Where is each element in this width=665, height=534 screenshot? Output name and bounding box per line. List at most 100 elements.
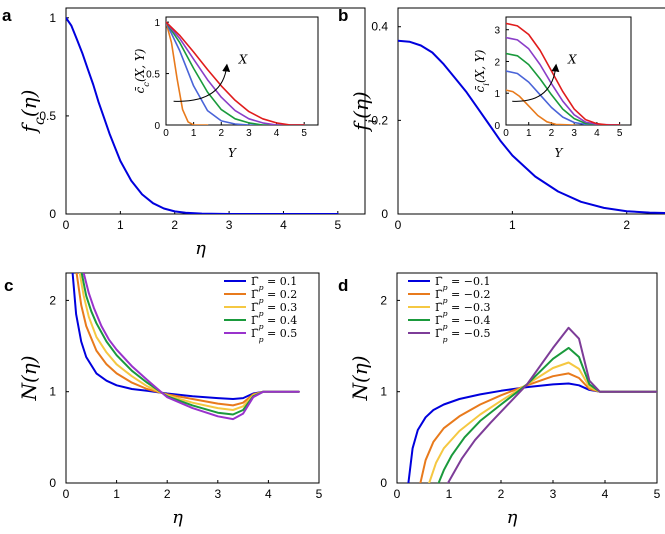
x-tick-label: 3 [226, 218, 233, 232]
legend-entry: Γ̄p = −0.5 [435, 327, 490, 344]
x-tick-label: 2 [498, 487, 505, 501]
series-line [447, 326, 657, 483]
x-tick-label: 0 [503, 128, 509, 139]
direction-arrow [173, 63, 231, 102]
x-tick-label: 0 [63, 218, 70, 232]
x-tick-label: 2 [623, 218, 630, 232]
y-tick-label: 0.5 [146, 70, 160, 81]
x-tick-label: 3 [246, 128, 252, 139]
x-tick-label: 5 [654, 487, 661, 501]
y-tick-label: 3 [494, 26, 500, 37]
y-tick-label: 0.4 [371, 20, 388, 34]
legend-entry: Γ̄p = 0.5 [251, 327, 297, 344]
y-tick-label: 0 [49, 476, 56, 490]
y-axis-label: N(η) [17, 355, 41, 401]
x-tick-label: 3 [550, 487, 557, 501]
inset-frame [165, 16, 319, 126]
y-tick-label: 2 [380, 293, 387, 307]
legend: Γ̄p = −0.1Γ̄p = −0.2Γ̄p = −0.3Γ̄p = −0.4… [408, 275, 490, 344]
x-tick-label: 2 [171, 218, 178, 232]
legend-entry: Γ̄p = −0.3 [435, 301, 490, 318]
x-tick-label: 5 [334, 218, 341, 232]
x-tick-label: 5 [617, 128, 623, 139]
x-tick-label: 1 [113, 487, 120, 501]
y-tick-label: 2 [494, 57, 500, 68]
series-line [166, 21, 305, 125]
plot-frame [396, 272, 658, 484]
inset-a: 0 1 2 3 4 5 0 0.5 1 Yc̄c(X, Y) X [133, 16, 319, 160]
arrow-annotation: X [238, 53, 248, 67]
y-tick-label: 1 [154, 18, 160, 29]
legend-entry: Γ̄p = 0.4 [251, 314, 297, 331]
x-tick-label: 3 [571, 128, 577, 139]
y-tick-label: 1 [380, 385, 387, 399]
x-tick-label: 4 [594, 128, 600, 139]
x-tick-label: 2 [549, 128, 555, 139]
legend-entry: Γ̄p = −0.2 [435, 288, 490, 305]
series-line [166, 21, 209, 125]
x-tick-label: 2 [218, 128, 224, 139]
x-tick-label: 1 [191, 128, 197, 139]
direction-arrow [512, 63, 560, 102]
x-tick-label: 5 [301, 128, 307, 139]
x-tick-label: 1 [117, 218, 124, 232]
series-line [166, 21, 305, 125]
x-tick-label: 4 [280, 218, 287, 232]
y-tick-label: 1 [494, 89, 500, 100]
x-tick-label: 1 [509, 218, 516, 232]
series-line [82, 273, 300, 421]
x-axis-label: η [172, 507, 183, 528]
y-axis-label: N(η) [348, 355, 372, 401]
x-axis-label: η [507, 507, 518, 528]
y-tick-label: 1 [49, 385, 56, 399]
series-line [66, 16, 339, 214]
series-line [506, 36, 621, 125]
series-line [506, 22, 621, 125]
legend-entry: Γ̄p = 0.2 [251, 288, 297, 305]
y-tick-label: 1 [49, 11, 56, 25]
legend-entry: Γ̄p = 0.3 [251, 301, 297, 318]
inset-y-axis-label: c̄c(X, Y) [133, 48, 151, 93]
y-tick-label: 2 [49, 293, 56, 307]
panel-label: c [4, 276, 13, 295]
series-line [506, 89, 575, 125]
x-tick-label: 0 [395, 218, 402, 232]
legend-entry: Γ̄p = 0.1 [251, 275, 297, 292]
x-axis-label: η [195, 238, 206, 259]
x-tick-label: 1 [526, 128, 532, 139]
x-tick-label: 4 [274, 128, 280, 139]
y-tick-label: 0 [381, 207, 388, 221]
panel-label: d [338, 276, 348, 295]
panel-label: b [338, 6, 348, 25]
arrow-annotation: X [567, 53, 577, 67]
inset-x-axis-label: Y [228, 146, 237, 160]
y-tick-label: 0 [494, 121, 500, 132]
x-tick-label: 4 [602, 487, 609, 501]
y-tick-label: 0.5 [39, 109, 56, 123]
inset-x-axis-label: Y [555, 146, 564, 160]
legend-entry: Γ̄p = −0.4 [435, 314, 490, 331]
series-line [398, 39, 665, 214]
legend: Γ̄p = 0.1Γ̄p = 0.2Γ̄p = 0.3Γ̄p = 0.4Γ̄p … [224, 275, 297, 344]
x-tick-label: 0 [163, 128, 169, 139]
series-line [166, 21, 305, 125]
x-tick-label: 0 [63, 487, 70, 501]
x-tick-label: 3 [214, 487, 221, 501]
panel-label: a [2, 6, 12, 25]
x-tick-label: 0 [394, 487, 401, 501]
inset-y-axis-label: c̄i(X, Y) [473, 49, 491, 92]
x-tick-label: 2 [164, 487, 171, 501]
y-tick-label: 0 [154, 121, 160, 132]
y-tick-label: 0 [380, 476, 387, 490]
series-line [166, 21, 305, 125]
legend-entry: Γ̄p = −0.1 [435, 275, 490, 292]
y-tick-label: 0 [49, 207, 56, 221]
x-tick-label: 5 [316, 487, 323, 501]
x-tick-label: 1 [446, 487, 453, 501]
